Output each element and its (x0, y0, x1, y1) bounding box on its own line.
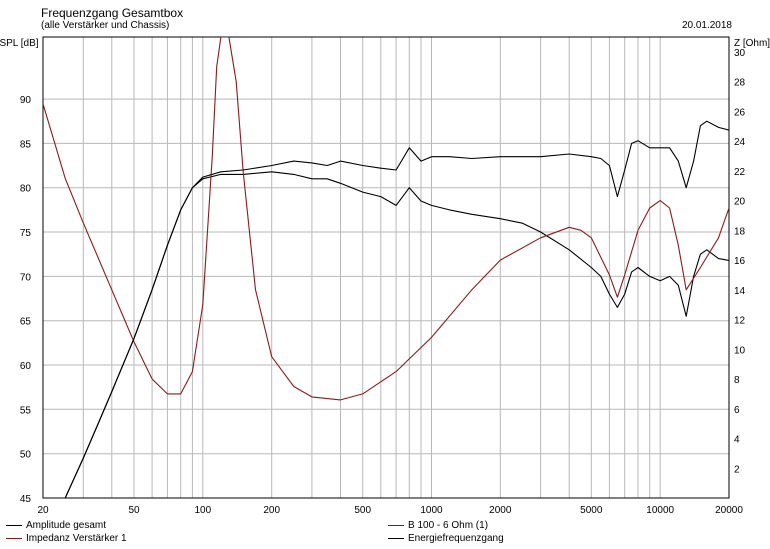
x-tick-label: 20000 (715, 505, 743, 516)
x-tick-label: 20 (37, 505, 49, 516)
legend-item-amplitude: Amplitude gesamt (6, 520, 106, 531)
y2-tick-label: 12 (734, 316, 746, 327)
legend-label-energy: Energiefrequenzgang (408, 533, 504, 544)
y-tick-label: 65 (20, 317, 32, 328)
legend-label-amplitude: Amplitude gesamt (26, 520, 107, 531)
y2-tick-label: 20 (734, 197, 746, 208)
legend-label-impedance: Impedanz Verstärker 1 (26, 533, 127, 544)
y2-axis-label: Z [Ohm] (734, 38, 770, 49)
series-line-0 (64, 171, 729, 498)
x-tick-label: 500 (354, 505, 371, 516)
y2-tick-label: 10 (734, 345, 746, 356)
y-tick-label: 85 (20, 139, 32, 150)
y2-tick-label: 2 (734, 464, 740, 475)
x-tick-label: 2000 (489, 505, 512, 516)
legend-item-impedance: Impedanz Verstärker 1 (6, 533, 127, 544)
legend-swatch-b100 (388, 525, 404, 526)
y-axis-label: SPL [dB] (0, 38, 39, 49)
chart-subtitle: (alle Verstärker und Chassis) (41, 20, 170, 31)
y2-tick-label: 6 (734, 405, 740, 416)
y2-tick-label: 14 (734, 286, 746, 297)
y2-tick-label: 24 (734, 137, 746, 148)
y2-tick-label: 8 (734, 375, 740, 386)
legend-swatch-energy (388, 538, 404, 539)
plot-frame (42, 36, 730, 499)
chart-title: Frequenzgang Gesamtbox (41, 6, 184, 20)
y2-tick-label: 18 (734, 226, 746, 237)
y-tick-label: 60 (20, 361, 32, 372)
y-tick-label: 70 (20, 272, 32, 283)
legend-item-energy: Energiefrequenzgang (388, 533, 504, 544)
x-tick-label: 5000 (580, 505, 603, 516)
y2-tick-label: 22 (734, 167, 746, 178)
y-tick-label: 55 (20, 405, 32, 416)
y2-tick-label: 26 (734, 107, 746, 118)
y2-tick-label: 4 (734, 435, 740, 446)
y-tick-label: 75 (20, 228, 32, 239)
x-tick-label: 50 (128, 505, 140, 516)
y-tick-label: 80 (20, 184, 32, 195)
x-tick-label: 10000 (646, 505, 674, 516)
chart-date: 20.01.2018 (681, 20, 732, 31)
legend-label-b100: B 100 - 6 Ohm (1) (408, 520, 489, 531)
x-tick-label: 200 (263, 505, 280, 516)
series-line-1 (43, 37, 729, 401)
y-tick-label: 45 (20, 494, 32, 505)
y2-tick-label: 28 (734, 78, 746, 89)
series-line-3 (64, 120, 729, 498)
y2-tick-label: 16 (734, 256, 746, 267)
legend-swatch-impedance (6, 538, 22, 539)
legend-swatch-amplitude (6, 525, 22, 526)
y-tick-label: 90 (20, 95, 32, 106)
x-tick-label: 100 (194, 505, 211, 516)
x-tick-label: 1000 (420, 505, 443, 516)
y-tick-label: 50 (20, 450, 32, 461)
legend-item-b100: B 100 - 6 Ohm (1) (388, 520, 488, 531)
y2-tick-label: 30 (734, 48, 746, 59)
